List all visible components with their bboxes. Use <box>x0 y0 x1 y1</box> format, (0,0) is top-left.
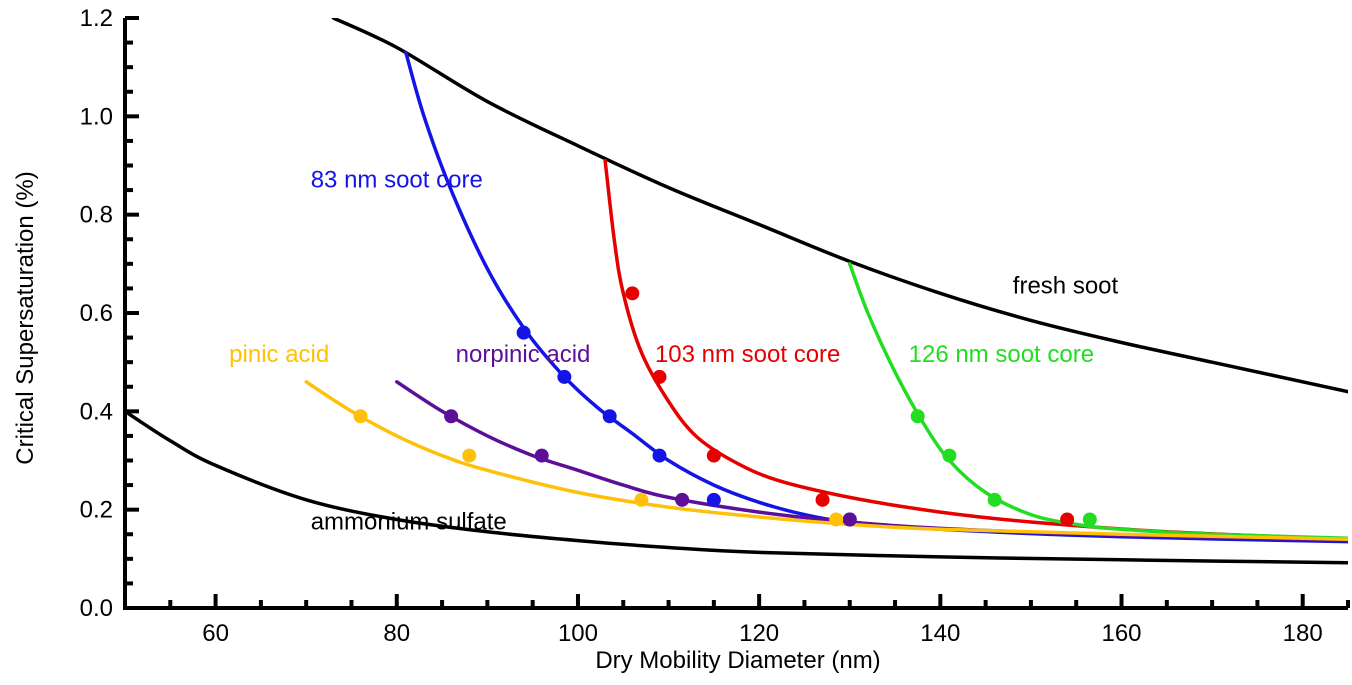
x-tick-label: 120 <box>739 620 779 647</box>
series-label-norpinic-acid: norpinic acid <box>456 341 591 368</box>
data-point-126-nm-soot-core-2 <box>987 492 1002 507</box>
data-point-pinic-acid-3 <box>829 512 844 527</box>
data-point-83-nm-soot-core-3 <box>652 448 667 463</box>
data-point-norpinic-acid-0 <box>444 409 459 424</box>
data-point-103-nm-soot-core-1 <box>652 369 667 384</box>
data-point-norpinic-acid-1 <box>534 448 549 463</box>
x-axis-title: Dry Mobility Diameter (nm) <box>595 647 880 674</box>
points-layer <box>353 286 1097 527</box>
y-tick-label: 1.2 <box>80 5 113 32</box>
y-tick-label: 0.6 <box>80 300 113 327</box>
series-label-103-nm-soot-core: 103 nm soot core <box>655 341 840 368</box>
curves-layer <box>125 18 1348 565</box>
series-line-pinic-acid <box>304 380 1348 541</box>
data-point-83-nm-soot-core-4 <box>706 492 721 507</box>
series-label-pinic-acid: pinic acid <box>229 341 329 368</box>
data-point-pinic-acid-0 <box>353 409 368 424</box>
y-tick-label: 0.8 <box>80 202 113 229</box>
data-point-pinic-acid-1 <box>462 448 477 463</box>
x-tick-label: 160 <box>1101 620 1141 647</box>
y-tick-label: 0.0 <box>80 595 113 622</box>
y-tick-label: 0.4 <box>80 398 113 425</box>
data-point-83-nm-soot-core-0 <box>516 325 531 340</box>
series-line-fresh-soot <box>331 18 1348 394</box>
data-point-103-nm-soot-core-3 <box>815 492 830 507</box>
labels-layer: 83 nm soot core 103 nm soot core 126 nm so… <box>229 167 1118 536</box>
series-line-ammonium-sulfate <box>125 409 1348 565</box>
data-point-norpinic-acid-2 <box>675 492 690 507</box>
series-line-83-nm-soot-core <box>404 50 1348 544</box>
data-point-103-nm-soot-core-2 <box>706 448 721 463</box>
x-tick-label: 180 <box>1283 620 1323 647</box>
series-label-83-nm-soot-core: 83 nm soot core <box>311 167 483 194</box>
data-point-pinic-acid-2 <box>634 492 649 507</box>
axes-layer: 60 80 100 120 140 160 180 0.0 0.2 0.4 0.6 0.8 1.0 1.2 <box>80 5 1350 647</box>
data-point-norpinic-acid-3 <box>842 512 857 527</box>
y-tick-label: 1.0 <box>80 103 113 130</box>
series-label-fresh-soot: fresh soot <box>1013 272 1119 299</box>
x-tick-label: 140 <box>920 620 960 647</box>
x-tick-label: 100 <box>558 620 598 647</box>
x-tick-label: 60 <box>202 620 229 647</box>
data-point-83-nm-soot-core-2 <box>602 409 617 424</box>
y-axis-title: Critical Supersaturation (%) <box>12 171 39 464</box>
series-label-ammonium-sulfate: ammonium sulfate <box>311 508 507 535</box>
y-tick-label: 0.2 <box>80 497 113 524</box>
data-point-126-nm-soot-core-3 <box>1082 512 1097 527</box>
data-point-126-nm-soot-core-1 <box>942 448 957 463</box>
data-point-103-nm-soot-core-4 <box>1060 512 1075 527</box>
data-point-83-nm-soot-core-1 <box>557 369 572 384</box>
series-label-126-nm-soot-core: 126 nm soot core <box>909 341 1094 368</box>
series-line-126-nm-soot-core <box>847 262 1348 540</box>
data-point-103-nm-soot-core-0 <box>625 286 640 301</box>
x-tick-label: 80 <box>383 620 410 647</box>
data-point-126-nm-soot-core-0 <box>910 409 925 424</box>
